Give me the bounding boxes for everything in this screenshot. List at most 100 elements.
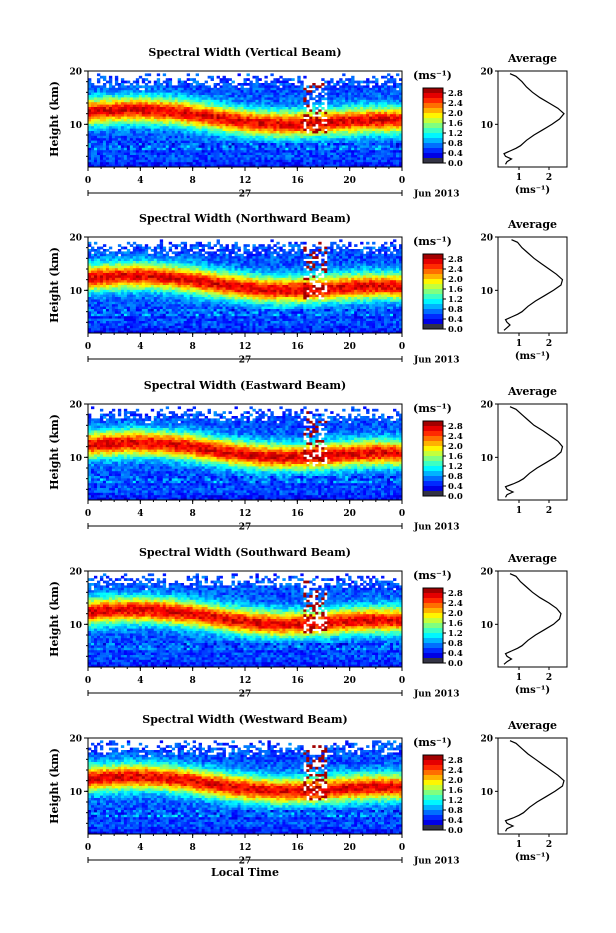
heatmap-cell xyxy=(175,95,178,98)
heatmap-cell xyxy=(154,148,157,151)
heatmap-cell xyxy=(100,143,103,146)
heatmap-cell xyxy=(109,295,112,298)
heatmap-cell xyxy=(381,107,384,110)
heatmap-cell xyxy=(229,88,232,91)
heatmap-cell xyxy=(151,304,154,307)
heatmap-cell xyxy=(103,112,106,115)
heatmap-cell xyxy=(136,112,139,115)
heatmap-cell xyxy=(175,107,178,110)
heatmap-cell xyxy=(154,143,157,146)
heatmap-cell xyxy=(264,88,267,91)
heatmap-cell xyxy=(255,121,258,124)
heatmap-cell xyxy=(375,107,378,110)
heatmap-cell xyxy=(288,155,291,158)
heatmap-cell xyxy=(142,119,145,122)
heatmap-cell xyxy=(169,283,172,286)
heatmap-cell xyxy=(369,126,372,129)
heatmap-cell xyxy=(127,102,130,105)
heatmap-cell xyxy=(264,124,267,127)
heatmap-cell xyxy=(94,316,97,319)
heatmap-cell xyxy=(163,309,166,312)
heatmap-cell xyxy=(351,162,354,165)
heatmap-cell xyxy=(357,133,360,136)
heatmap-cell xyxy=(205,131,208,134)
heatmap-cell xyxy=(178,129,181,132)
heatmap-cell xyxy=(145,244,148,247)
heatmap-cell xyxy=(133,251,136,254)
heatmap-cell xyxy=(142,138,145,141)
heatmap-cell xyxy=(306,114,309,117)
heatmap-cell xyxy=(261,112,264,115)
heatmap-cell xyxy=(375,105,378,108)
heatmap-cell xyxy=(238,102,241,105)
heatmap-cell xyxy=(100,95,103,98)
heatmap-cell xyxy=(199,157,202,160)
heatmap-cell xyxy=(139,100,142,103)
heatmap-cell xyxy=(393,121,396,124)
heatmap-cell xyxy=(121,268,124,271)
heatmap-cell xyxy=(115,302,118,305)
heatmap-cell xyxy=(94,321,97,324)
heatmap-cell xyxy=(94,121,97,124)
heatmap-cell xyxy=(106,90,109,93)
heatmap-cell xyxy=(214,117,217,120)
heatmap-cell xyxy=(267,83,270,86)
heatmap-cell xyxy=(175,93,178,96)
heatmap-cell xyxy=(261,109,264,112)
heatmap-cell xyxy=(235,121,238,124)
heatmap-cell xyxy=(378,157,381,160)
heatmap-cell xyxy=(178,302,181,305)
heatmap-cell xyxy=(357,102,360,105)
heatmap-cell xyxy=(142,133,145,136)
heatmap-cell xyxy=(130,326,133,329)
heatmap-cell xyxy=(178,307,181,310)
heatmap-cell xyxy=(136,121,139,124)
heatmap-cell xyxy=(145,88,148,91)
heatmap-cell xyxy=(196,93,199,96)
heatmap-cell xyxy=(178,90,181,93)
heatmap-cell xyxy=(190,97,193,100)
heatmap-cell xyxy=(288,124,291,127)
heatmap-cell xyxy=(172,141,175,144)
heatmap-cell xyxy=(238,119,241,122)
heatmap-cell xyxy=(318,112,321,115)
heatmap-cell xyxy=(333,124,336,127)
heatmap-cell xyxy=(261,131,264,134)
heatmap-cell xyxy=(124,150,127,153)
heatmap-cell xyxy=(285,157,288,160)
heatmap-cell xyxy=(106,93,109,96)
heatmap-cell xyxy=(139,256,142,259)
heatmap-cell xyxy=(121,314,124,317)
heatmap-cell xyxy=(211,148,214,151)
heatmap-cell xyxy=(247,155,250,158)
heatmap-cell xyxy=(390,97,393,100)
heatmap-cell xyxy=(136,114,139,117)
heatmap-cell xyxy=(124,266,127,269)
heatmap-cell xyxy=(351,126,354,129)
heatmap-cell xyxy=(145,143,148,146)
heatmap-cell xyxy=(97,311,100,314)
heatmap-cell xyxy=(288,153,291,156)
heatmap-cell xyxy=(279,97,282,100)
heatmap-cell xyxy=(112,150,115,153)
heatmap-cell xyxy=(190,160,193,163)
heatmap-cell xyxy=(208,105,211,108)
heatmap-cell xyxy=(321,162,324,165)
heatmap-cell xyxy=(303,102,306,105)
heatmap-cell xyxy=(282,85,285,88)
heatmap-cell xyxy=(235,102,238,105)
heatmap-cell xyxy=(211,129,214,132)
heatmap-cell xyxy=(345,114,348,117)
heatmap-cell xyxy=(97,302,100,305)
heatmap-cell xyxy=(160,129,163,132)
heatmap-cell xyxy=(378,138,381,141)
heatmap-cell xyxy=(118,319,121,322)
heatmap-cell xyxy=(136,328,139,331)
heatmap-cell xyxy=(363,153,366,156)
heatmap-cell xyxy=(217,155,220,158)
heatmap-cell xyxy=(372,105,375,108)
heatmap-cell xyxy=(366,148,369,151)
heatmap-cell xyxy=(109,328,112,331)
heatmap-cell xyxy=(276,112,279,115)
heatmap-cell xyxy=(178,319,181,322)
